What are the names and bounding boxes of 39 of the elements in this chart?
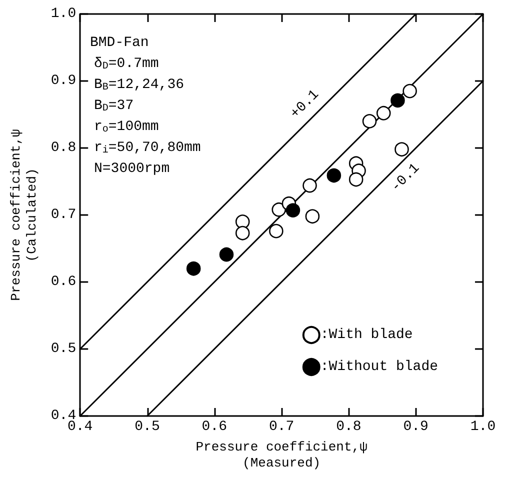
point [302, 178, 317, 193]
x-tick-label: 0.6 [202, 419, 228, 435]
point [394, 142, 409, 156]
x-tick-label: 0.7 [268, 419, 294, 435]
y-tick-label: 1.0 [50, 6, 76, 22]
x-tick-label: 0.8 [336, 419, 362, 435]
point [305, 209, 320, 224]
point [235, 214, 250, 229]
y-tick-label: 0.6 [50, 274, 76, 290]
y-tick-label: 0.9 [50, 73, 76, 89]
y-axis-title: Pressure coefficient,ψ (Calculated) [8, 128, 40, 301]
y-tick-label: 0.5 [50, 341, 76, 357]
point [219, 247, 234, 262]
point [186, 261, 201, 276]
x-tick-label: 1.0 [470, 419, 496, 435]
point [362, 114, 377, 128]
point [235, 226, 250, 240]
annotation: δD=0.7mm [94, 56, 159, 72]
annotation: N=3000rpm [94, 161, 170, 177]
point [286, 203, 300, 218]
x-tick-label: 0.9 [403, 419, 428, 435]
point [326, 168, 342, 183]
annotation: BD=37 [94, 98, 134, 114]
annotation: ro=100mm [94, 119, 159, 136]
y-tick-label: 0.8 [50, 140, 76, 156]
point [376, 106, 391, 120]
point [402, 84, 417, 98]
x-axis-title: Pressure coefficient,ψ (Measured) [196, 439, 368, 470]
annotation: ri=50,70,80mm [94, 140, 201, 156]
point [269, 224, 284, 238]
annotation: BB=12,24,36 [94, 77, 184, 94]
x-tick-label: 0.5 [134, 419, 160, 435]
point [272, 202, 286, 217]
legend-label: :With blade [320, 327, 413, 343]
annotation: BMD-Fan [90, 35, 149, 51]
point [348, 172, 364, 187]
y-tick-label: 0.7 [50, 207, 76, 223]
legend-label: :Without blade [320, 359, 438, 375]
point [390, 93, 405, 108]
